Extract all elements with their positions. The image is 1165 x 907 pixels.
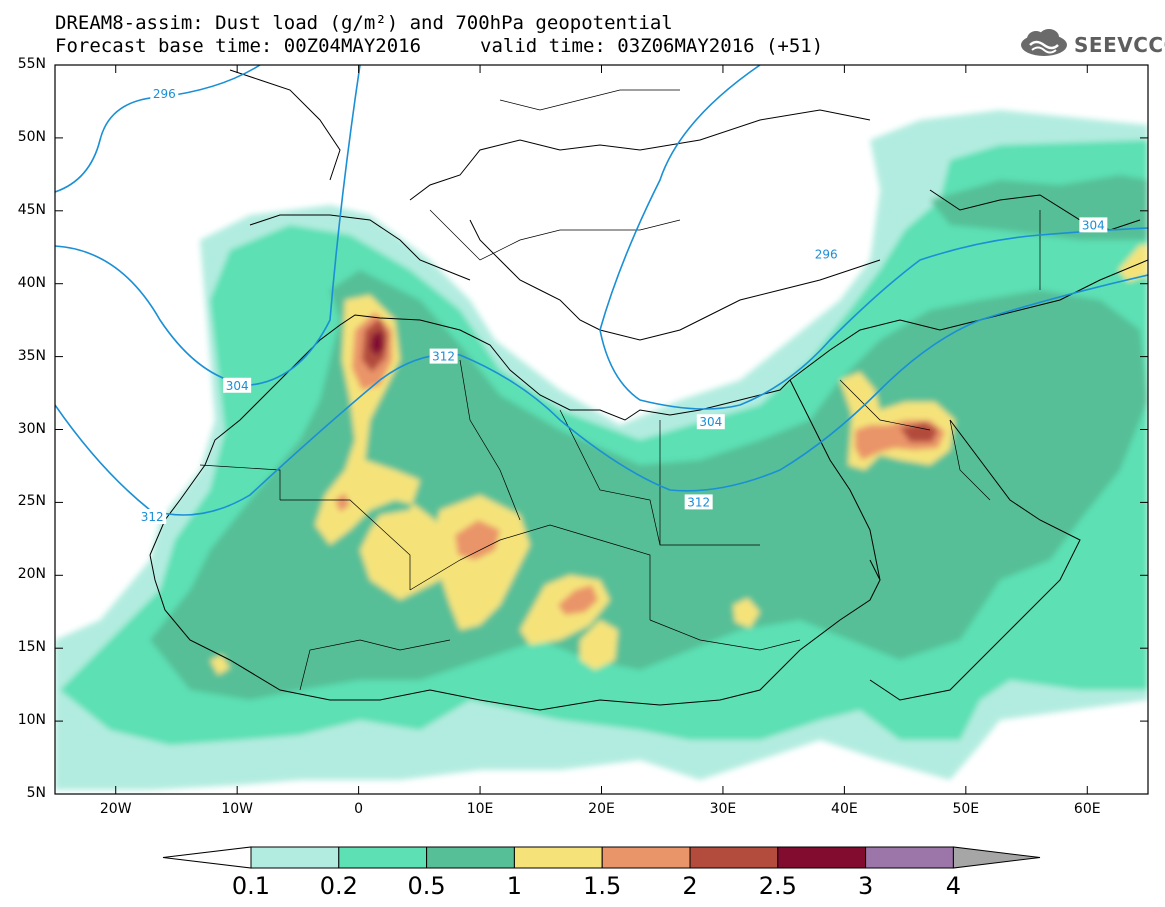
country-borders (199, 89, 1041, 691)
dust-area-1-chad (580, 620, 618, 670)
contour-label-text: 312 (432, 350, 455, 364)
colorbar-segment (601, 846, 691, 869)
colorbar-label: 1 (506, 872, 523, 900)
contour-304-west (55, 65, 361, 386)
dust-area-2-iraq (900, 422, 938, 442)
colorbar-label: 3 (857, 872, 874, 900)
dust-area-1.5-niger (455, 520, 500, 560)
contour-label-text: 304 (226, 379, 249, 393)
colorbar-segment (426, 846, 515, 869)
dust-area-1-sudan (733, 598, 760, 628)
contour-labels: 296 296 304 304 304 312 312 312 (138, 86, 1108, 524)
colorbar-label: 1.5 (583, 872, 622, 900)
colorbar-label: 0.2 (319, 872, 358, 900)
colorbar-label: 0.5 (407, 872, 446, 900)
colorbar-label: 4 (945, 872, 962, 900)
contour-label: 312 (138, 508, 167, 524)
colorbar-segment (777, 846, 867, 869)
contour-label: 312 (684, 494, 713, 510)
dust-area-1.5-mauritania (335, 493, 350, 512)
dust-area-1-west (315, 295, 450, 600)
dust-area-1.5-chad (558, 585, 598, 615)
valid-time: valid time: 03Z06MAY2016 (+51) (480, 35, 824, 57)
geopotential-contours (55, 65, 1148, 516)
lat-label: 50N (17, 128, 46, 145)
contour-label: 304 (1079, 217, 1108, 233)
lon-label: 50E (952, 801, 980, 817)
lon-label: 0 (354, 801, 364, 817)
contour-label-text: 296 (815, 248, 838, 262)
lat-label: 45N (17, 201, 46, 218)
lat-label: 35N (17, 347, 46, 364)
contour-label-text: 296 (153, 87, 176, 101)
contour-label: 304 (696, 414, 725, 430)
colorbar-label: 2.5 (758, 872, 797, 900)
lon-label: 40E (831, 801, 858, 817)
map-title: DREAM8-assim: Dust load (g/m²) and 700hP… (55, 12, 673, 34)
colorbar-label: 2 (682, 872, 698, 900)
coastlines (149, 69, 1148, 711)
lat-label: 25N (17, 493, 46, 510)
dust-area-1-center (430, 495, 530, 630)
axis-ticks (55, 64, 1148, 795)
contour-label: 312 (429, 348, 458, 364)
dust-area-2.5-algeria (370, 330, 384, 356)
lat-label: 40N (17, 274, 46, 291)
colorbar-label: 0.1 (231, 872, 271, 900)
colorbar (162, 846, 1041, 869)
forecast-base-time: Forecast base time: 00Z04MAY2016 (55, 35, 422, 57)
lat-label: 55N (17, 56, 46, 72)
dust-field: 296 296 304 304 304 312 312 312 (55, 65, 1148, 794)
lon-label: 10W (221, 801, 253, 817)
colorbar-segment (689, 846, 779, 869)
logo-text: SEEVCCC (1074, 33, 1165, 57)
colorbar-max-arrow (952, 846, 1041, 869)
dust-area-1-guinea (210, 655, 230, 675)
contour-312-west (55, 274, 1148, 516)
contour-label-text: 312 (687, 495, 710, 509)
colorbar-segment (865, 846, 954, 869)
lon-label: 20E (588, 801, 615, 817)
lon-label: 60E (1073, 801, 1101, 817)
lat-label: 5N (26, 785, 46, 801)
lat-label: 20N (17, 566, 46, 583)
lon-label: 30E (709, 801, 737, 817)
contour-296-west (55, 65, 261, 193)
lat-label: 10N (17, 712, 46, 729)
contour-label-text: 304 (1082, 218, 1105, 232)
contour-296-east (599, 65, 1148, 410)
contour-label: 304 (223, 377, 252, 393)
colorbar-min-arrow (162, 846, 252, 869)
contour-label-text: 304 (699, 415, 722, 429)
lon-label: 20W (99, 801, 132, 817)
contour-label: 296 (150, 86, 179, 102)
seevccc-logo: SEEVCCC (1018, 28, 1165, 58)
contour-label: 296 (812, 246, 841, 262)
contour-label-text: 312 (141, 510, 164, 524)
colorbar-segment (513, 846, 603, 869)
colorbar-segment (338, 846, 428, 869)
cloud-icon (1021, 29, 1067, 56)
lon-label: 10E (466, 801, 494, 817)
colorbar-segment (250, 846, 340, 869)
dust-area-1-east (1118, 245, 1148, 282)
lat-label: 15N (17, 639, 46, 656)
lat-label: 30N (17, 420, 46, 437)
